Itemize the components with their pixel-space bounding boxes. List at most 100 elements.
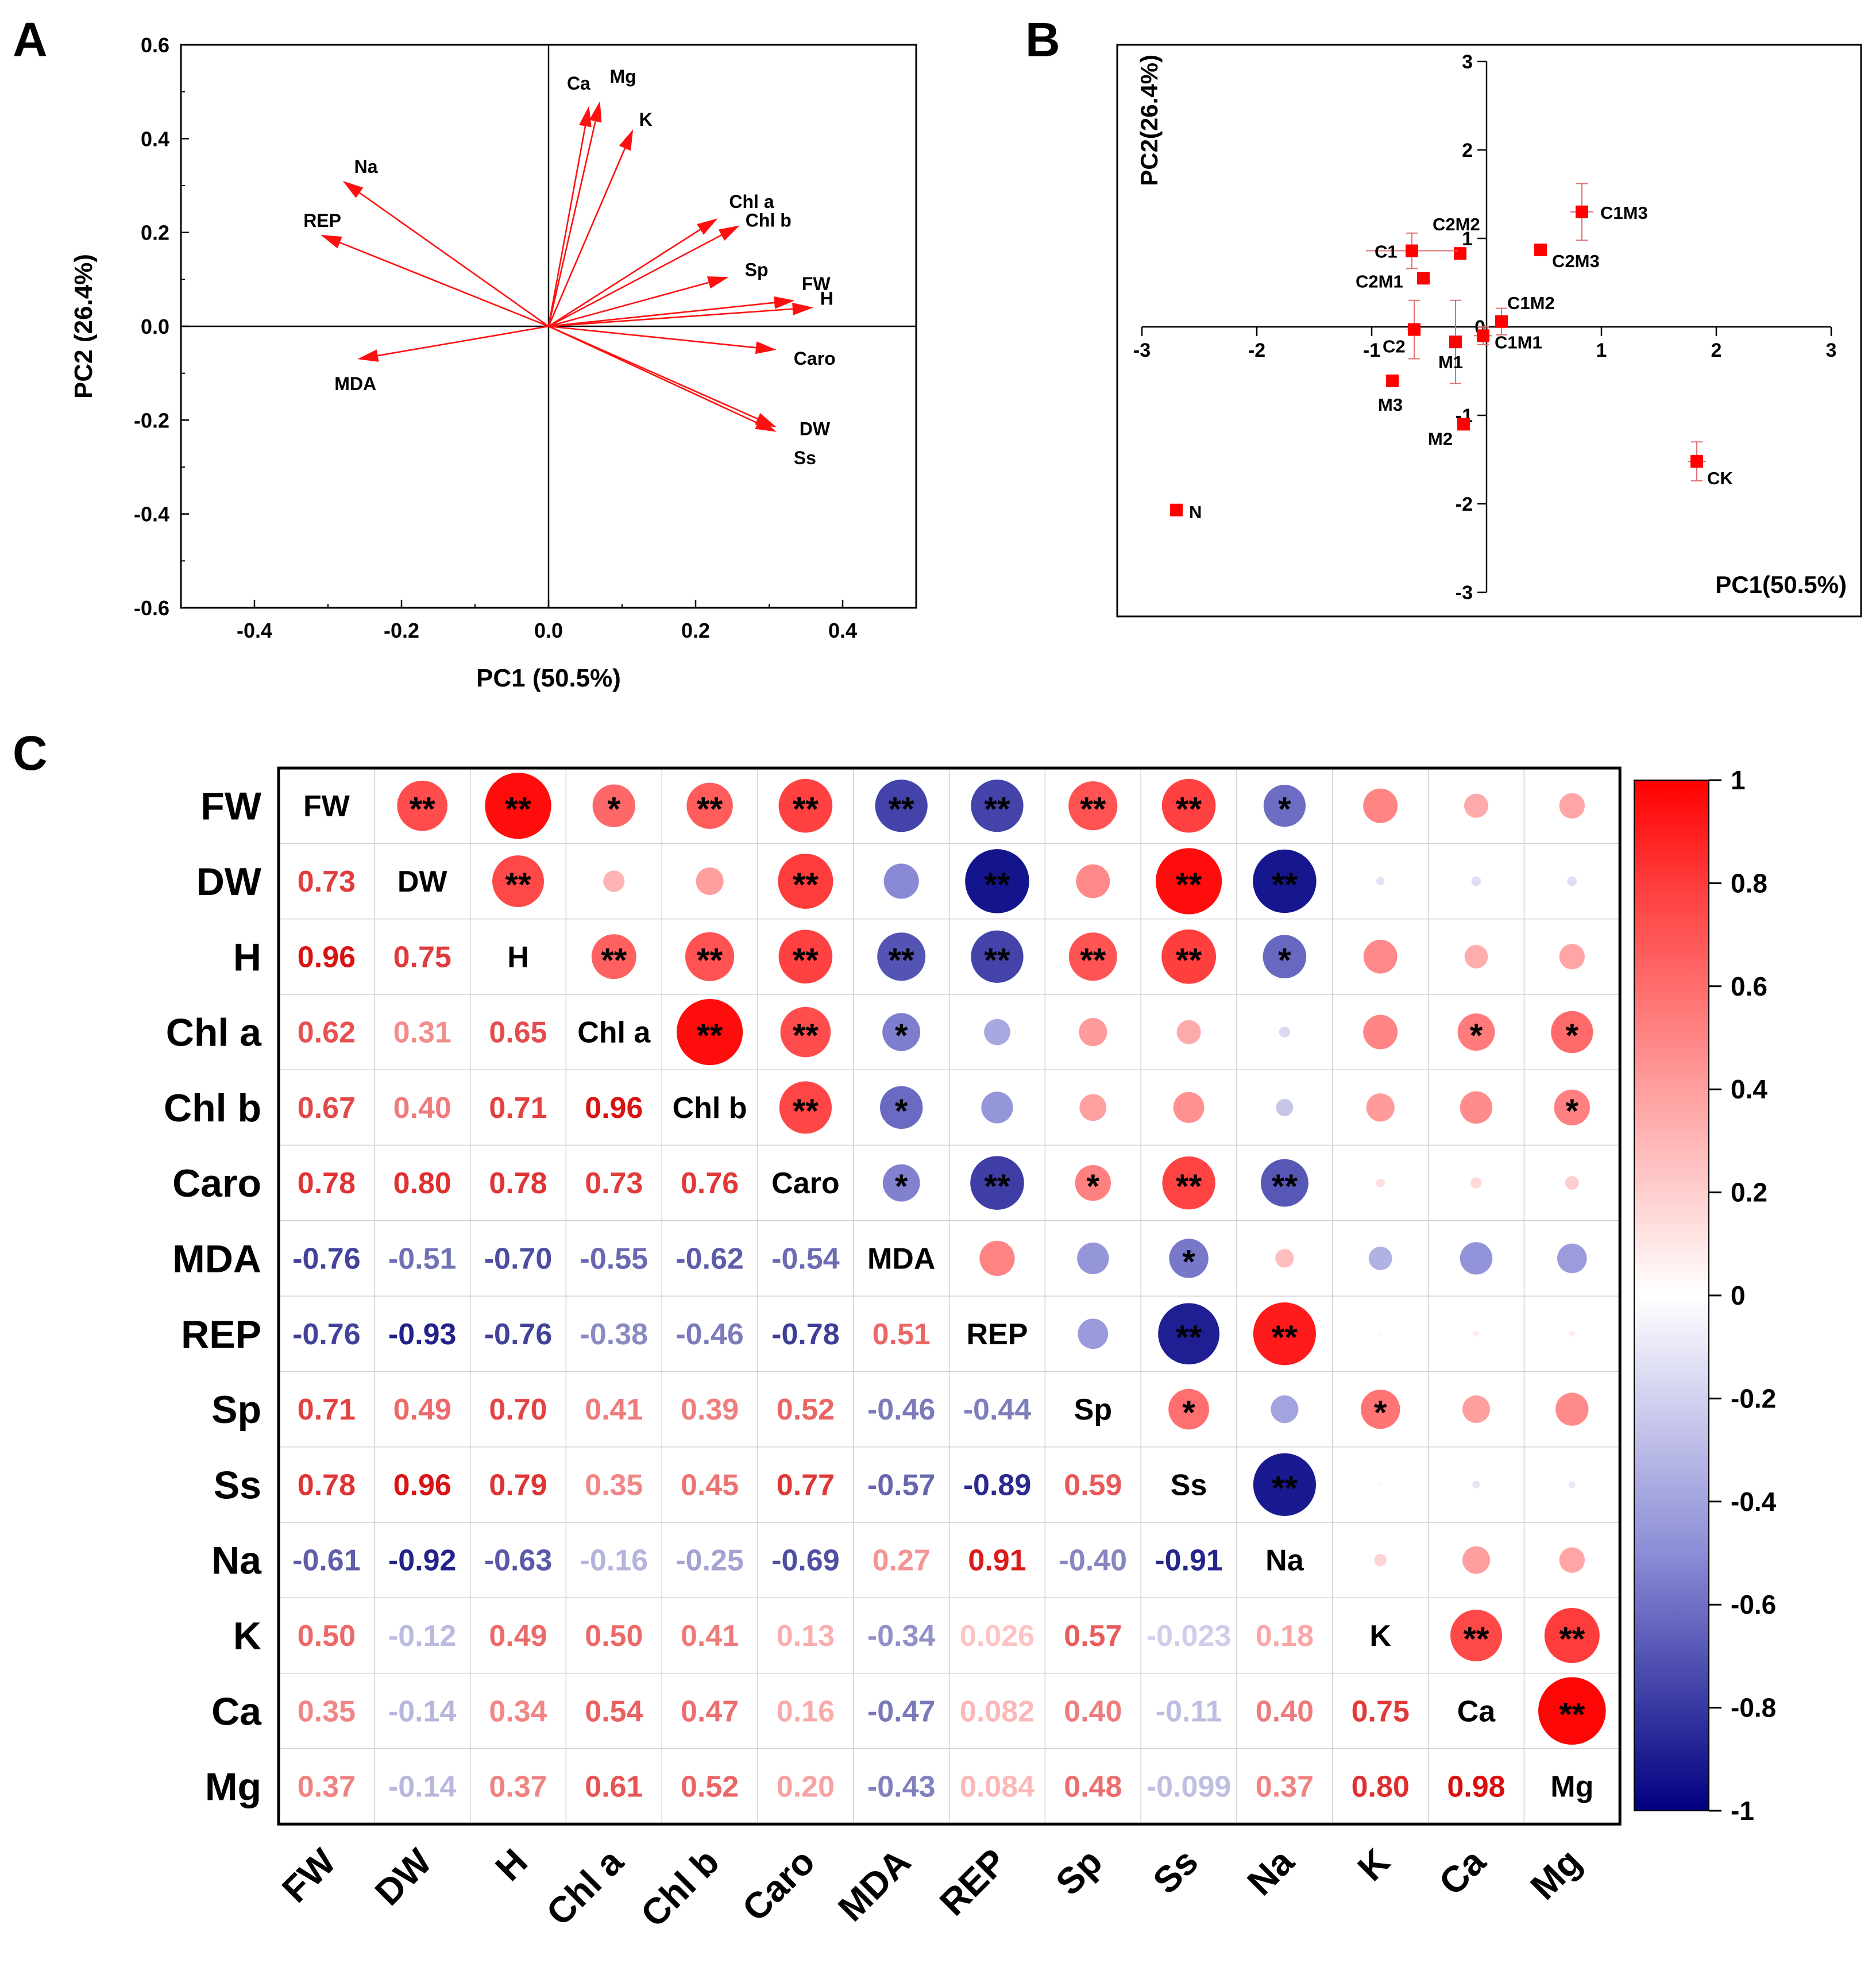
panel-b-y-tick-label: 3 xyxy=(1462,51,1473,73)
panel-c-correlation-value: 0.79 xyxy=(489,1468,547,1502)
panel-c-correlation-circle xyxy=(883,863,919,899)
panel-a-vector-arrowhead xyxy=(321,234,342,249)
panel-a-vector-label: FW xyxy=(802,273,831,294)
panel-c-column-label: Caro xyxy=(734,1841,823,1929)
panel-c-correlation-value: 0.52 xyxy=(681,1771,739,1804)
panel-c-row-label: Sp xyxy=(211,1388,261,1432)
panel-c-column-label: Chl b xyxy=(632,1841,727,1935)
panel-label-c: C xyxy=(13,726,48,780)
panel-c-correlation-circle xyxy=(1176,1020,1201,1044)
panel-c-correlation-circle xyxy=(1559,793,1585,819)
panel-c-correlation-value: 0.48 xyxy=(1064,1771,1122,1804)
panel-c-column-label: Ca xyxy=(1431,1841,1493,1903)
panel-c-correlation-circle xyxy=(875,780,928,832)
panel-a-vector-line xyxy=(548,229,701,327)
panel-c-significance-marker: * xyxy=(608,791,621,828)
panel-c-diagonal-label: FW xyxy=(303,790,350,823)
panel-c-correlation-value: 0.96 xyxy=(298,940,356,974)
panel-a-vector-label: K xyxy=(639,109,653,130)
panel-c-correlation-circle xyxy=(1173,1092,1205,1123)
panel-c-correlation-circle xyxy=(1460,1091,1493,1124)
panel-c-significance-marker: * xyxy=(895,1168,908,1205)
panel-c-column-label: MDA xyxy=(830,1841,918,1929)
panel-c-correlation-circle xyxy=(1158,1303,1219,1365)
panel-b-point-label: C1M2 xyxy=(1507,293,1555,313)
panel-c-correlation-value: 0.57 xyxy=(1064,1619,1122,1653)
panel-c-correlation-value: 0.50 xyxy=(298,1619,356,1653)
panel-c-correlation-circle xyxy=(677,998,743,1066)
panel-a-vector-line xyxy=(547,148,626,327)
panel-c-correlation-circle xyxy=(1068,781,1118,831)
panel-c-correlation-value: 0.80 xyxy=(393,1167,451,1200)
panel-c-row-label: Ca xyxy=(211,1690,262,1733)
panel-c-correlation-circle xyxy=(1079,1094,1107,1121)
panel-c-correlation-circle xyxy=(1169,1239,1209,1278)
panel-c-correlation-circle xyxy=(882,1164,920,1202)
panel-c-correlation-circle xyxy=(592,784,636,827)
panel-c-correlation-circle xyxy=(1276,1098,1294,1116)
panel-c-significance-marker: ** xyxy=(697,791,723,828)
panel-c-correlation-value: -0.89 xyxy=(963,1468,1032,1502)
panel-c-diagonal-label: Sp xyxy=(1074,1393,1112,1426)
panel-c-significance-marker: ** xyxy=(1463,1621,1489,1658)
panel-c-correlation-circle xyxy=(1076,864,1110,898)
panel-label-b: B xyxy=(1025,13,1060,67)
panel-b-point-label: C2 xyxy=(1383,337,1406,357)
panel-c-significance-marker: ** xyxy=(1176,942,1202,979)
panel-b-frame xyxy=(1116,44,1862,618)
panel-c-colorbar-label: -0.8 xyxy=(1731,1693,1776,1723)
panel-c-colorbar-label: 0 xyxy=(1731,1281,1746,1310)
panel-a-vector-label: Sp xyxy=(745,259,769,280)
panel-b-y-tick-label: 1 xyxy=(1462,228,1473,250)
panel-c-significance-marker: ** xyxy=(793,1017,819,1055)
panel-c-correlation-value: -0.93 xyxy=(388,1318,457,1351)
panel-b-point-marker xyxy=(1406,244,1418,257)
panel-c-colorbar xyxy=(1634,780,1709,1811)
panel-c-correlation-circle xyxy=(1376,877,1385,886)
panel-a-vector-line xyxy=(548,281,709,327)
panel-c-correlation-value: -0.55 xyxy=(580,1242,649,1275)
panel-c-correlation-value: 0.73 xyxy=(298,865,356,898)
panel-c-correlation-circle xyxy=(1462,1395,1490,1424)
panel-c-significance-marker: * xyxy=(895,1017,908,1055)
panel-c-correlation-circle xyxy=(779,1081,832,1134)
panel-a-vector-arrowhead xyxy=(579,106,592,128)
panel-c-row-label: Ss xyxy=(214,1463,261,1507)
panel-c-correlation-circle xyxy=(485,773,551,839)
panel-c-correlation-circle xyxy=(1068,932,1117,981)
panel-c-correlation-value: 0.75 xyxy=(393,940,451,974)
panel-c-correlation-circle xyxy=(971,780,1024,832)
panel-c-significance-marker: * xyxy=(895,1093,908,1130)
panel-c-correlation-circle xyxy=(981,1092,1013,1124)
panel-c-correlation-value: 0.78 xyxy=(298,1468,356,1502)
panel-c-correlation-value: 0.13 xyxy=(777,1619,835,1653)
panel-c-correlation-circle xyxy=(1253,849,1317,913)
panel-b-point-marker xyxy=(1477,329,1489,342)
panel-c-significance-marker: * xyxy=(1470,1017,1483,1055)
panel-b-point-label: C1 xyxy=(1375,242,1398,262)
panel-c-correlation-value: 0.73 xyxy=(585,1167,643,1200)
panel-c-colorbar-label: -0.2 xyxy=(1731,1383,1776,1413)
panel-c-correlation-value: 0.78 xyxy=(489,1167,547,1200)
panel-c-correlation-circle xyxy=(1559,944,1585,970)
panel-c-colorbar-label: 0.6 xyxy=(1731,971,1767,1001)
panel-c-correlation-value: 0.62 xyxy=(298,1016,356,1050)
panel-c-correlation-value: 0.49 xyxy=(489,1619,547,1653)
panel-c-correlation-value: -0.57 xyxy=(867,1468,936,1502)
panel-c-significance-marker: ** xyxy=(984,942,1010,979)
panel-c-correlation-value: 0.76 xyxy=(681,1167,739,1200)
panel-a-vector-arrowhead xyxy=(755,417,777,432)
panel-a-y-tick-label: -0.2 xyxy=(134,408,169,432)
panel-a-vector-label: Mg xyxy=(609,66,636,87)
panel-c-correlation-circle xyxy=(1473,1330,1479,1337)
panel-c-correlation-circle xyxy=(1253,1453,1316,1516)
panel-c-correlation-circle xyxy=(778,853,833,909)
panel-c-correlation-circle xyxy=(1263,935,1307,979)
panel-c-significance-marker: ** xyxy=(1080,942,1106,979)
panel-c-correlation-circle xyxy=(1079,1017,1107,1047)
panel-c-correlation-value: 0.40 xyxy=(1064,1695,1122,1728)
panel-a-vector-arrowhead xyxy=(357,349,379,362)
panel-c-correlation-circle xyxy=(1363,939,1398,974)
